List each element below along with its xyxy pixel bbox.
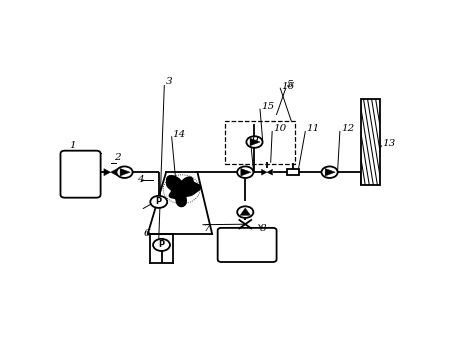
Circle shape [153,239,170,251]
Polygon shape [104,169,111,176]
Text: 2: 2 [114,153,121,162]
Polygon shape [241,168,251,176]
Text: 12: 12 [341,124,354,133]
Text: 1: 1 [70,142,76,150]
Bar [361,99,380,186]
Polygon shape [167,176,200,207]
Polygon shape [120,168,130,176]
Circle shape [247,136,263,148]
Text: 4: 4 [137,175,143,184]
Circle shape [116,166,133,178]
Circle shape [322,166,338,178]
Text: 11: 11 [306,124,319,133]
Text: 13: 13 [382,139,396,148]
Polygon shape [240,208,250,215]
Text: P: P [159,240,165,249]
Polygon shape [250,138,260,146]
Text: 5: 5 [287,80,294,89]
Text: 14: 14 [173,130,186,139]
Bar [287,169,299,175]
FancyBboxPatch shape [218,228,276,262]
Text: 8: 8 [260,224,266,233]
Text: 15: 15 [261,102,275,111]
Text: 10: 10 [273,124,286,133]
Text: 16: 16 [281,83,294,91]
Bar [361,99,380,186]
Text: 3: 3 [165,77,172,86]
Text: P: P [156,197,162,206]
Polygon shape [267,169,273,175]
Bar [225,121,295,164]
Circle shape [150,196,167,208]
Text: 7: 7 [204,224,211,233]
Polygon shape [325,168,335,176]
Polygon shape [111,169,117,176]
Polygon shape [261,169,267,175]
Circle shape [237,206,253,218]
FancyBboxPatch shape [60,151,101,198]
Circle shape [237,166,253,178]
Text: 6: 6 [144,229,151,238]
Text: 9: 9 [252,136,258,145]
